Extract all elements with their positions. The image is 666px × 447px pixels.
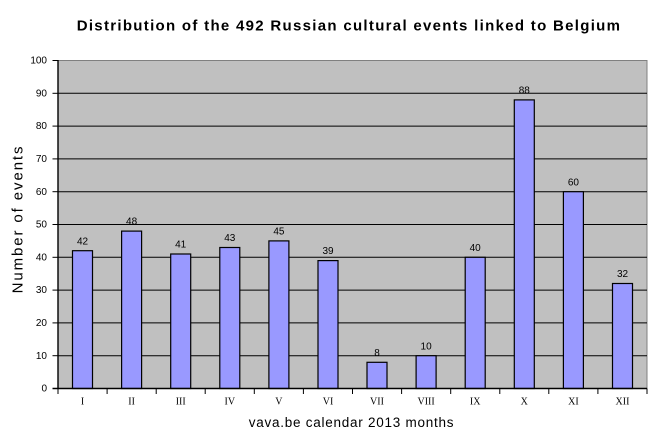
svg-text:X: X (521, 397, 529, 408)
svg-text:I: I (81, 397, 84, 408)
svg-text:60: 60 (568, 177, 580, 188)
svg-text:88: 88 (519, 86, 531, 97)
svg-text:Number of events: Number of events (10, 145, 27, 294)
svg-text:32: 32 (617, 269, 629, 280)
svg-text:20: 20 (36, 318, 48, 329)
svg-text:41: 41 (175, 240, 187, 251)
svg-text:100: 100 (30, 56, 47, 67)
svg-text:Distribution of the 492 Russia: Distribution of the 492 Russian cultural… (77, 18, 622, 35)
svg-text:XII: XII (616, 397, 630, 408)
svg-text:0: 0 (41, 384, 47, 395)
svg-text:40: 40 (36, 252, 48, 263)
svg-text:48: 48 (126, 217, 138, 228)
svg-text:XI: XI (568, 397, 579, 408)
svg-text:42: 42 (77, 236, 89, 247)
svg-text:VIII: VIII (417, 397, 434, 408)
svg-text:10: 10 (36, 351, 48, 362)
svg-text:60: 60 (36, 187, 48, 198)
svg-text:43: 43 (224, 233, 236, 244)
svg-text:IX: IX (470, 397, 481, 408)
svg-text:80: 80 (36, 121, 48, 132)
svg-text:90: 90 (36, 88, 48, 99)
svg-text:III: III (176, 397, 186, 408)
svg-text:40: 40 (470, 243, 482, 254)
svg-text:45: 45 (273, 227, 285, 238)
svg-text:IV: IV (225, 397, 236, 408)
svg-text:39: 39 (322, 246, 334, 257)
svg-text:10: 10 (421, 341, 433, 352)
svg-text:V: V (275, 397, 283, 408)
svg-text:50: 50 (36, 220, 48, 231)
svg-text:VII: VII (370, 397, 384, 408)
svg-text:70: 70 (36, 154, 48, 165)
svg-text:II: II (128, 397, 135, 408)
svg-text:vava.be calendar 2013 months: vava.be calendar 2013 months (249, 415, 455, 430)
svg-text:8: 8 (374, 348, 380, 359)
svg-text:VI: VI (323, 397, 334, 408)
svg-text:30: 30 (36, 285, 48, 296)
